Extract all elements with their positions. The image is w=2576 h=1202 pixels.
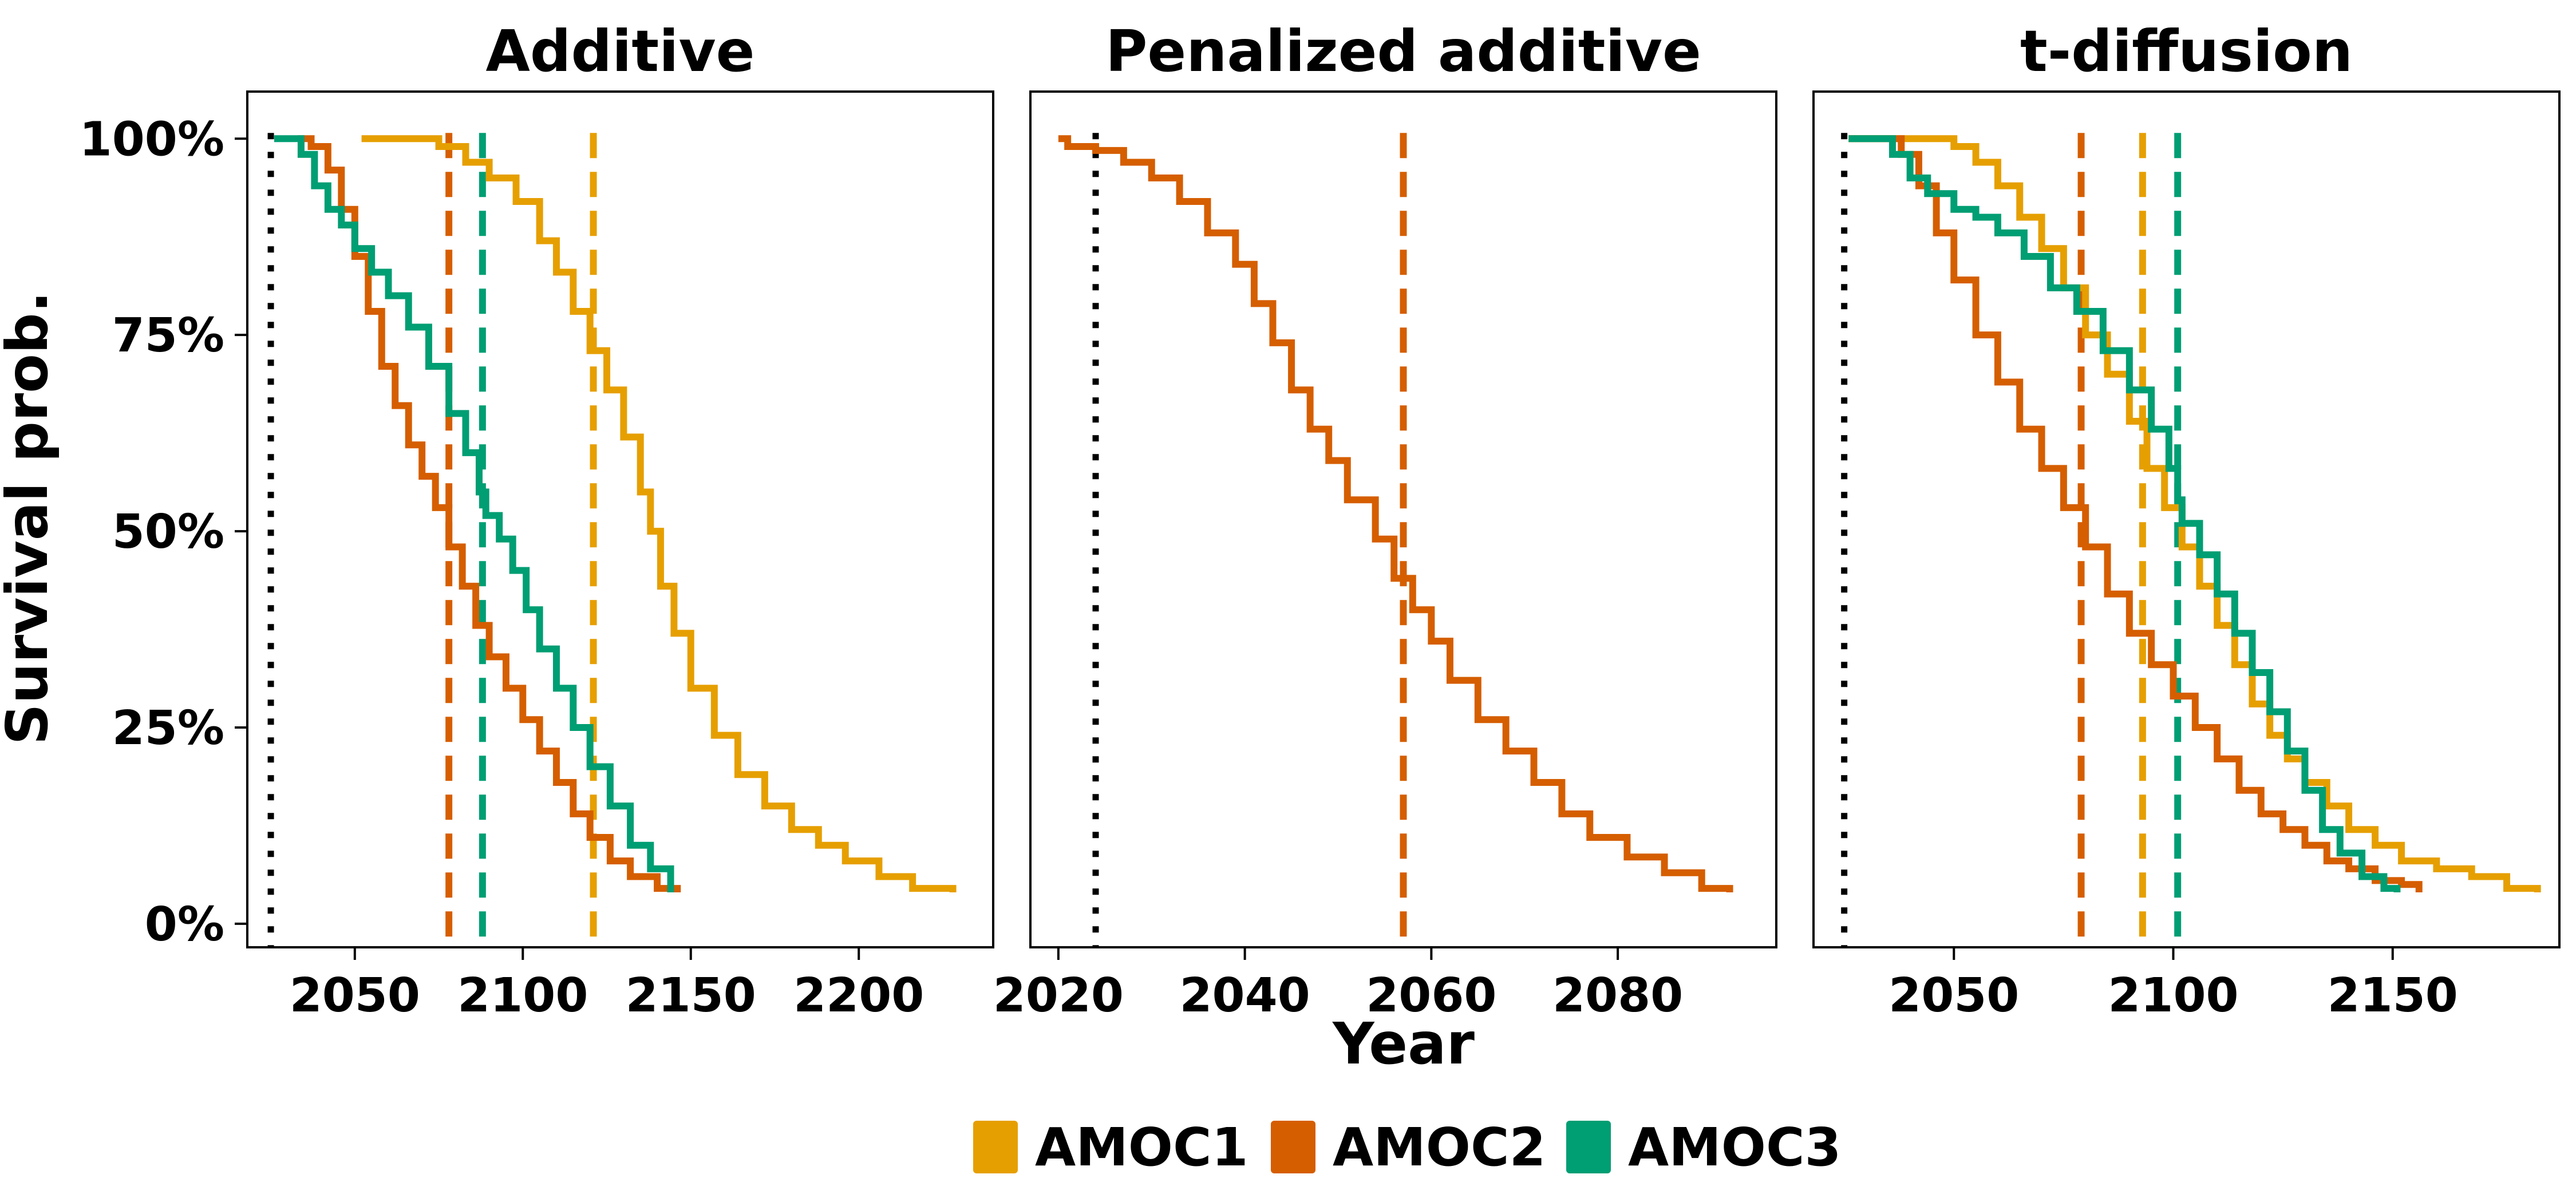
series-line-amoc3 xyxy=(274,135,674,892)
x-tick-label: 2150 xyxy=(2328,968,2458,1023)
legend-swatch-amoc3 xyxy=(1566,1121,1611,1173)
x-tick-label: 2100 xyxy=(2108,968,2238,1023)
x-tick-label: 2200 xyxy=(793,968,924,1023)
legend-label: AMOC1 xyxy=(1035,1117,1249,1178)
series-line-amoc1 xyxy=(361,135,957,892)
series-line-amoc2 xyxy=(1058,135,1733,892)
legend-swatch-amoc2 xyxy=(1271,1121,1315,1173)
series-line-amoc1 xyxy=(1848,135,2541,892)
x-tick-label: 2020 xyxy=(993,968,1124,1023)
y-axis-label: Survival prob. xyxy=(0,291,61,745)
x-axis-label: Year xyxy=(1332,1010,1475,1077)
y-tick-label: 0% xyxy=(145,897,224,952)
plot-frame xyxy=(1029,90,1777,948)
x-tick-label: 2050 xyxy=(290,968,420,1023)
y-tick-label: 50% xyxy=(112,505,224,559)
x-tick-label: 2100 xyxy=(457,968,588,1023)
panel-title: Penalized additive xyxy=(1105,18,1701,85)
panel-title: Additive xyxy=(486,18,755,85)
x-tick-label: 2050 xyxy=(1888,968,2019,1023)
panel-1: Additive 2050 2100 2150 2200 0% 25% 50% 75% 100% xyxy=(80,18,994,1023)
panel-3: t-diffusion 2050 2100 2150 xyxy=(1812,18,2561,1023)
series-line-amoc3 xyxy=(1848,135,2401,892)
legend: AMOC1 AMOC2 AMOC3 xyxy=(973,1117,1842,1178)
plot-frame xyxy=(246,90,994,948)
series-line-amoc2 xyxy=(298,135,681,892)
panel-title: t-diffusion xyxy=(2020,18,2353,85)
x-tick-label: 2060 xyxy=(1366,968,1496,1023)
y-tick-label: 100% xyxy=(80,112,224,167)
legend-swatch-amoc1 xyxy=(973,1121,1018,1173)
x-tick-label: 2040 xyxy=(1179,968,1310,1023)
y-tick-label: 25% xyxy=(112,701,224,756)
x-tick-label: 2080 xyxy=(1552,968,1683,1023)
legend-label: AMOC3 xyxy=(1628,1117,1842,1178)
plot-frame xyxy=(1812,90,2561,948)
x-tick-label: 2150 xyxy=(626,968,756,1023)
panel-2: Penalized additive 2020 2040 2060 2080 xyxy=(993,18,1777,1023)
series-line-amoc2 xyxy=(1848,135,2423,892)
panels: Additive 2050 2100 2150 2200 0% 25% 50% 75% 100% P… xyxy=(80,18,2561,1023)
legend-label: AMOC2 xyxy=(1333,1117,1546,1178)
y-tick-label: 75% xyxy=(112,309,224,363)
